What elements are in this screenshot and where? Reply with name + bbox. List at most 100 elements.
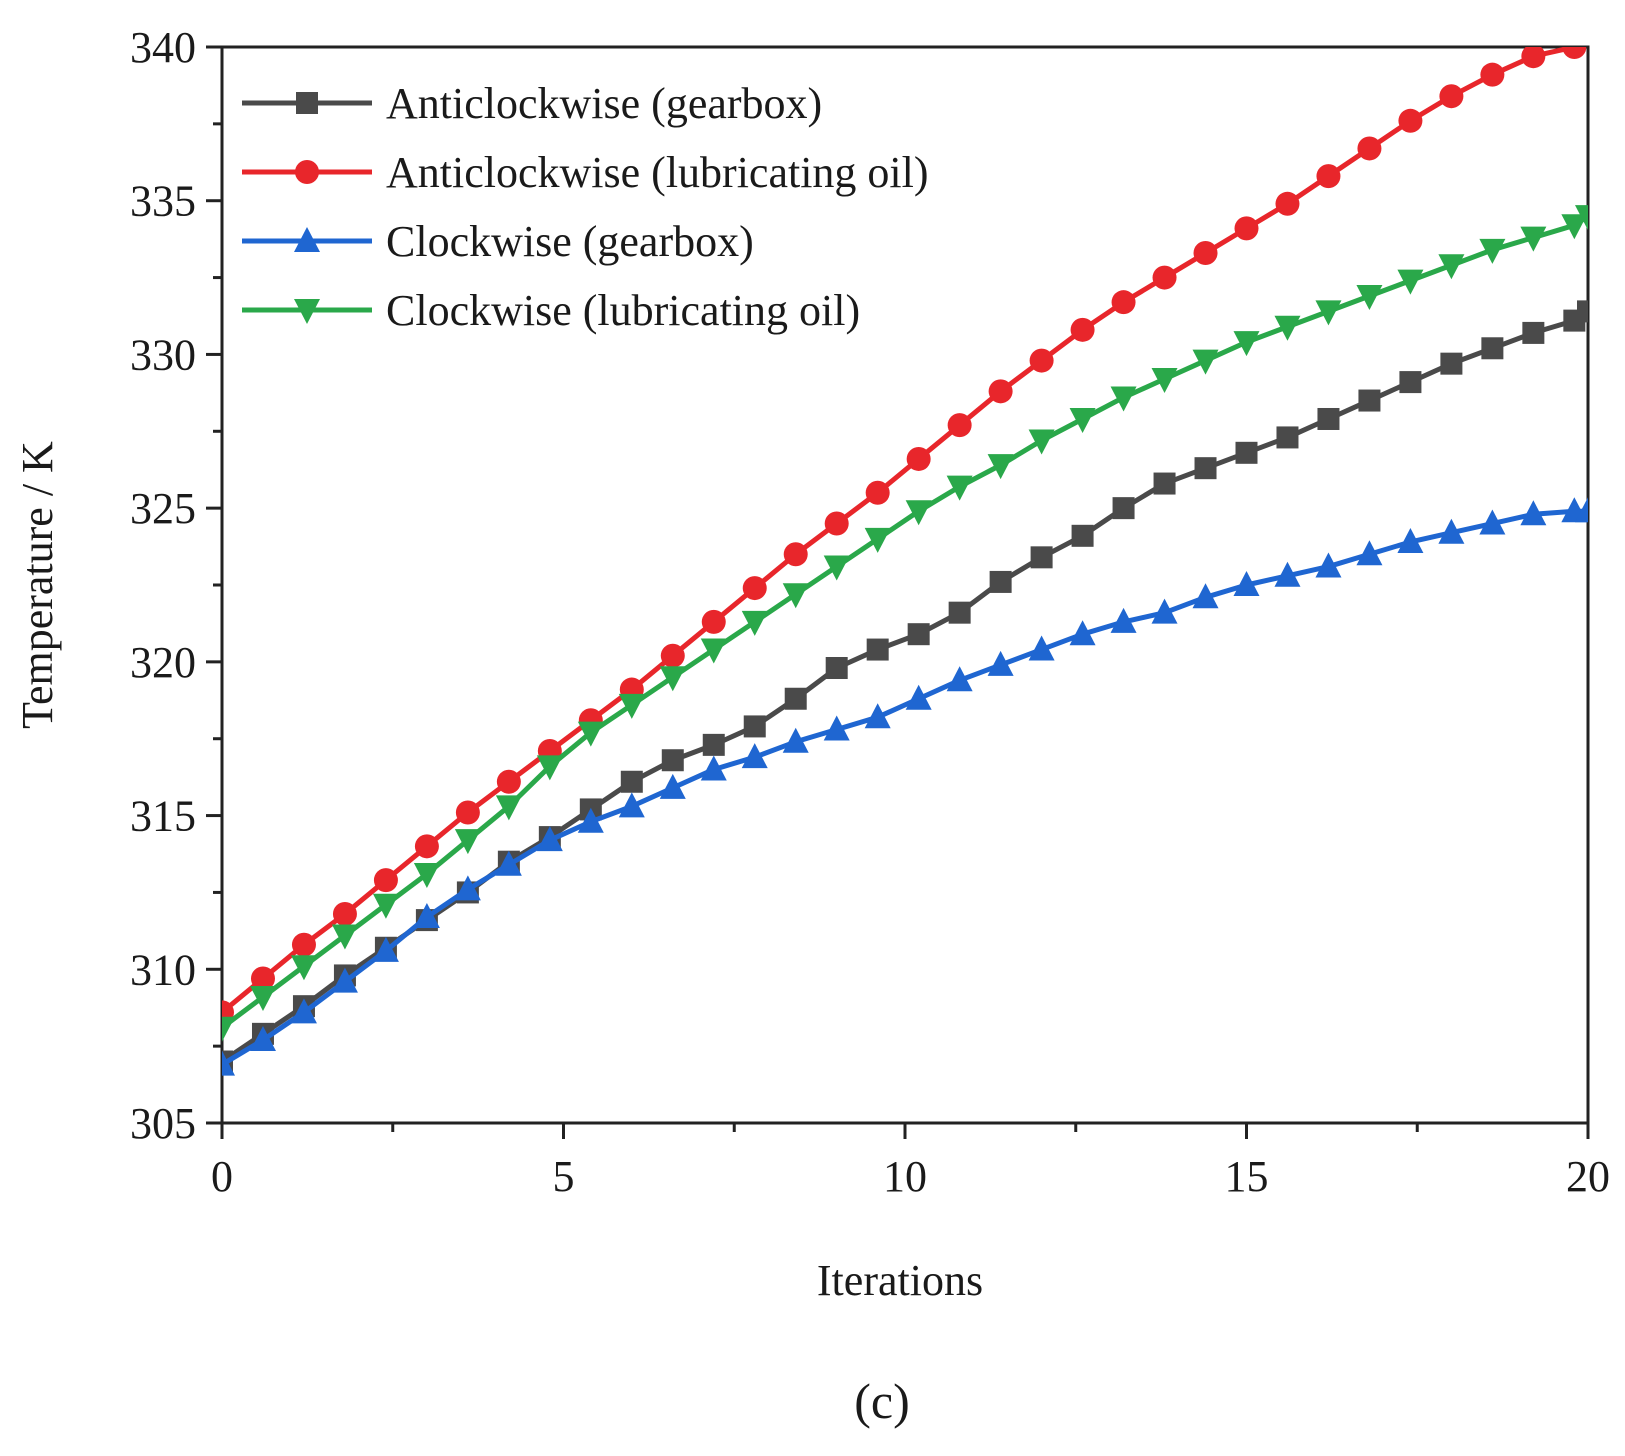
x-axis-title: Iterations: [817, 1256, 983, 1305]
figure-caption: (c): [854, 1373, 910, 1429]
data-point-anticlockwise-lubricating-oil: [250, 966, 275, 991]
data-point-clockwise-gearbox: [1575, 497, 1588, 523]
data-point-anticlockwise-lubricating-oil: [1193, 240, 1218, 265]
y-tick-label: 325: [130, 484, 196, 533]
data-point-anticlockwise-gearbox: [1358, 389, 1381, 412]
data-point-clockwise-gearbox: [1315, 552, 1342, 578]
data-point-anticlockwise-lubricating-oil: [1152, 265, 1177, 290]
x-tick-label: 0: [211, 1152, 233, 1201]
x-tick-label: 5: [553, 1152, 575, 1201]
data-point-anticlockwise-lubricating-oil: [291, 932, 316, 957]
data-point-clockwise-gearbox: [864, 703, 891, 729]
data-point-anticlockwise-lubricating-oil: [660, 643, 685, 668]
data-point-clockwise-gearbox: [331, 967, 358, 993]
data-point-anticlockwise-gearbox: [825, 657, 848, 680]
data-point-anticlockwise-gearbox: [702, 733, 725, 756]
data-point-clockwise-lubricating-oil: [1315, 300, 1342, 326]
series-clockwise-lubricating-oil: [222, 205, 1588, 1042]
legend-marker: [294, 227, 320, 252]
data-point-clockwise-gearbox: [1274, 561, 1301, 587]
data-point-clockwise-lubricating-oil: [987, 454, 1014, 480]
legend-item-anticlockwise-gearbox: Anticlockwise (gearbox): [242, 79, 822, 128]
y-tick-label: 330: [130, 330, 196, 379]
series-clockwise-gearbox: [222, 497, 1588, 1076]
data-point-clockwise-lubricating-oil: [1151, 368, 1178, 394]
legend-marker: [294, 299, 320, 324]
data-point-clockwise-gearbox: [1397, 527, 1424, 553]
data-point-anticlockwise-gearbox: [1030, 546, 1053, 569]
legend-marker: [295, 160, 319, 184]
data-point-clockwise-lubricating-oil: [1233, 331, 1260, 357]
data-point-anticlockwise-gearbox: [1276, 426, 1299, 449]
data-point-clockwise-lubricating-oil: [1438, 254, 1465, 280]
data-point-clockwise-gearbox: [946, 666, 973, 692]
data-point-anticlockwise-lubricating-oil: [783, 542, 808, 567]
data-point-clockwise-gearbox: [782, 727, 809, 753]
data-point-clockwise-lubricating-oil: [1397, 269, 1424, 295]
data-point-anticlockwise-lubricating-oil: [496, 769, 521, 794]
data-point-clockwise-gearbox: [249, 1025, 276, 1051]
data-point-anticlockwise-gearbox: [1522, 321, 1545, 344]
data-point-clockwise-lubricating-oil: [1520, 226, 1547, 252]
data-point-anticlockwise-lubricating-oil: [1316, 164, 1341, 189]
data-point-anticlockwise-gearbox: [866, 638, 889, 661]
data-point-clockwise-gearbox: [1438, 518, 1465, 544]
data-point-anticlockwise-lubricating-oil: [1521, 47, 1546, 69]
data-point-clockwise-gearbox: [1192, 583, 1219, 609]
y-tick-label: 335: [130, 177, 196, 226]
data-point-anticlockwise-lubricating-oil: [1562, 47, 1587, 59]
data-point-clockwise-gearbox: [454, 875, 481, 901]
data-point-anticlockwise-lubricating-oil: [455, 800, 480, 825]
legend-marker: [296, 92, 318, 114]
data-point-clockwise-lubricating-oil: [1274, 315, 1301, 341]
data-point-clockwise-lubricating-oil: [741, 610, 768, 636]
data-point-anticlockwise-gearbox: [661, 749, 684, 772]
data-point-clockwise-lubricating-oil: [1192, 349, 1219, 375]
data-point-anticlockwise-lubricating-oil: [1439, 84, 1464, 109]
data-point-anticlockwise-gearbox: [1112, 497, 1135, 520]
y-tick-label: 320: [130, 638, 196, 687]
x-tick-label: 10: [883, 1152, 927, 1201]
data-point-anticlockwise-lubricating-oil: [742, 576, 767, 601]
data-point-clockwise-gearbox: [1233, 571, 1260, 596]
data-point-clockwise-lubricating-oil: [700, 638, 727, 664]
legend: Anticlockwise (gearbox) Anticlockwise (lu…: [242, 79, 929, 335]
data-point-anticlockwise-gearbox: [1399, 371, 1422, 394]
data-point-anticlockwise-gearbox: [1235, 441, 1258, 464]
data-point-clockwise-gearbox: [577, 807, 604, 833]
data-point-clockwise-gearbox: [823, 715, 850, 741]
data-point-anticlockwise-lubricating-oil: [1398, 108, 1423, 133]
data-point-clockwise-lubricating-oil: [413, 862, 440, 888]
data-point-anticlockwise-gearbox: [743, 715, 766, 738]
data-point-anticlockwise-lubricating-oil: [701, 609, 726, 634]
data-point-anticlockwise-lubricating-oil: [906, 446, 931, 471]
data-point-clockwise-lubricating-oil: [222, 1016, 235, 1042]
data-point-anticlockwise-lubricating-oil: [332, 901, 357, 926]
legend-label: Anticlockwise (gearbox): [386, 79, 822, 128]
data-point-clockwise-lubricating-oil: [905, 500, 932, 526]
series-line-anticlockwise-gearbox: [222, 309, 1588, 1064]
data-point-clockwise-gearbox: [1479, 509, 1506, 535]
legend-item-anticlockwise-lubricating-oil: Anticlockwise (lubricating oil): [242, 148, 929, 197]
data-point-anticlockwise-lubricating-oil: [1357, 136, 1382, 161]
data-point-anticlockwise-lubricating-oil: [373, 868, 398, 893]
data-point-clockwise-gearbox: [1151, 598, 1178, 624]
data-point-clockwise-lubricating-oil: [372, 893, 399, 919]
plot-frame: [220, 45, 1590, 1125]
data-point-anticlockwise-gearbox: [1153, 472, 1176, 495]
data-point-anticlockwise-lubricating-oil: [1111, 290, 1136, 315]
data-point-clockwise-lubricating-oil: [1561, 214, 1588, 240]
data-point-clockwise-lubricating-oil: [1069, 407, 1096, 433]
y-tick-label: 315: [130, 792, 196, 841]
data-point-clockwise-gearbox: [1069, 620, 1096, 646]
y-tick-label: 340: [130, 23, 196, 72]
data-point-clockwise-lubricating-oil: [331, 924, 358, 950]
legend-item-clockwise-gearbox: Clockwise (gearbox): [242, 217, 754, 266]
data-point-anticlockwise-gearbox: [620, 770, 643, 793]
data-point-anticlockwise-gearbox: [1071, 524, 1094, 547]
data-point-clockwise-gearbox: [290, 998, 317, 1024]
legend-item-clockwise-lubricating-oil: Clockwise (lubricating oil): [242, 286, 860, 335]
data-point-clockwise-gearbox: [536, 826, 563, 852]
series-anticlockwise-lubricating-oil: [222, 47, 1587, 1025]
data-point-anticlockwise-lubricating-oil: [1275, 191, 1300, 216]
